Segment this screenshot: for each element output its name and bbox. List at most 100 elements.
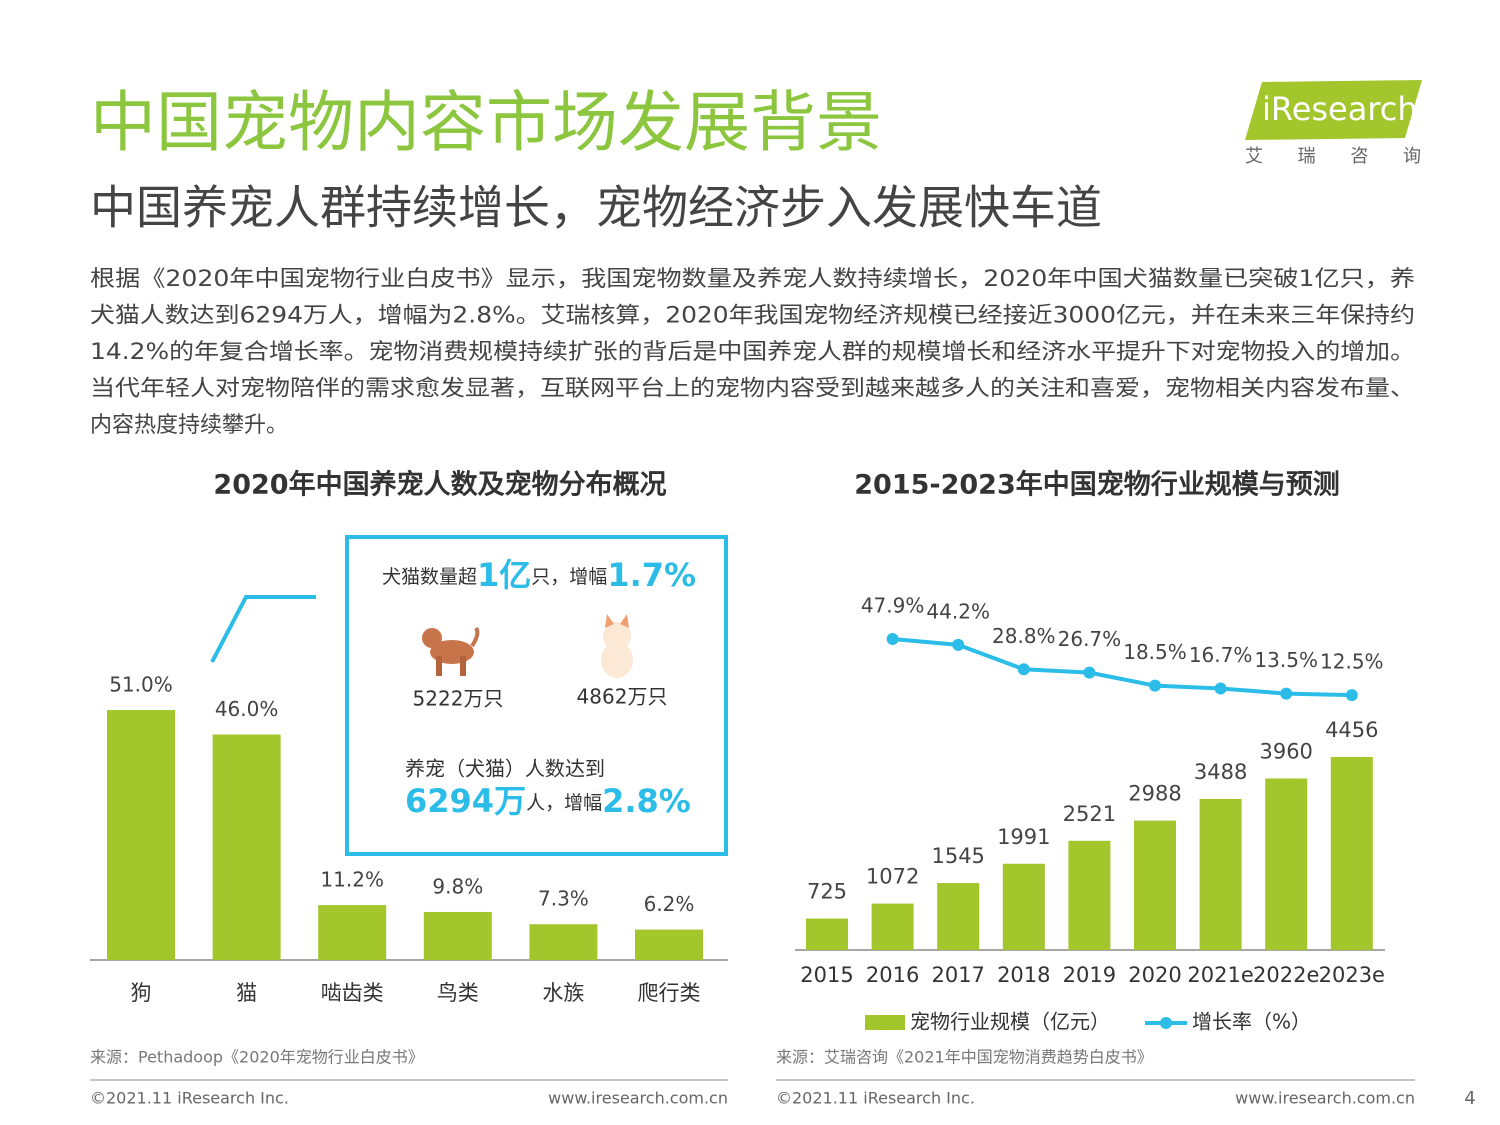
subtitle: 中国养宠人群持续增长，宠物经济步入发展快车道	[90, 181, 1102, 235]
point	[1017, 663, 1030, 676]
site: www.iresearch.com.cn	[1235, 1089, 1415, 1108]
copyright: ©2021.11 iResearch Inc.	[90, 1089, 289, 1108]
x-tick-label: 2021e	[1187, 963, 1253, 987]
x-tick-label: 2017	[931, 963, 984, 987]
paragraph: 根据《2020年中国宠物行业白皮书》显示，我国宠物数量及养宠人数持续增长，202…	[90, 267, 1415, 438]
source: 来源：Pethadoop《2020年宠物行业白皮书》	[90, 1048, 424, 1067]
highlight: 6294万	[405, 782, 526, 820]
bar	[423, 911, 492, 960]
x-tick-label: 水族	[542, 981, 584, 1005]
logo-sub: 艾 瑞 咨 询	[1245, 146, 1421, 167]
x-tick-label: 爬行类	[638, 981, 701, 1005]
bar	[107, 710, 175, 960]
copyright: ©2021.11 iResearch Inc.	[776, 1089, 975, 1108]
bar	[871, 903, 914, 950]
point	[1083, 666, 1096, 679]
site: www.iresearch.com.cn	[548, 1089, 728, 1108]
bar	[212, 734, 281, 960]
point	[1149, 679, 1161, 692]
value-label: 28.8%	[992, 624, 1056, 648]
value-label: 18.5%	[1123, 640, 1187, 664]
dog-count: 5222万只	[413, 687, 504, 711]
highlight: 1.7%	[607, 556, 696, 594]
value-label: 47.9%	[861, 594, 925, 618]
value-label: 6.2%	[644, 892, 695, 916]
point	[1214, 682, 1227, 695]
value-label: 2988	[1128, 782, 1181, 806]
x-tick-label: 2023e	[1319, 963, 1385, 987]
bar	[635, 929, 703, 960]
value-label: 9.8%	[432, 874, 483, 898]
value-label: 7.3%	[538, 887, 589, 911]
legend-label: 宠物行业规模（亿元）	[910, 1010, 1110, 1034]
value-label: 725	[807, 880, 847, 904]
value-label: 16.7%	[1189, 643, 1253, 667]
cat-icon	[601, 614, 633, 678]
legend-swatch	[865, 1015, 905, 1030]
paragraph-line: 犬猫人数达到6294万人，增幅为2.8%。艾瑞核算，2020年我国宠物经济规模已…	[90, 304, 1415, 329]
info-line: 养宠（犬猫）人数达到	[405, 757, 605, 781]
bar	[1265, 778, 1308, 950]
legend-swatch	[1160, 1017, 1172, 1029]
value-label: 1991	[997, 825, 1050, 849]
line	[892, 637, 1352, 698]
x-tick-label: 2016	[866, 963, 919, 987]
value-label: 2521	[1063, 802, 1116, 826]
info-box	[345, 535, 728, 856]
value-label: 51.0%	[109, 673, 173, 697]
point	[886, 633, 899, 645]
x-tick-label: 狗	[131, 981, 152, 1005]
bar	[1002, 863, 1045, 950]
source: 来源：艾瑞咨询《2021年中国宠物消费趋势白皮书》	[776, 1048, 1153, 1067]
cat-count: 4862万只	[577, 685, 668, 709]
highlight: 1亿	[477, 556, 531, 594]
info-line: 6294万人，增幅2.8%	[405, 782, 691, 820]
text: 只，增幅	[531, 566, 607, 588]
x-tick-label: 2022e	[1253, 963, 1319, 987]
highlight: 2.8%	[602, 782, 691, 820]
value-label: 44.2%	[926, 599, 990, 623]
bar	[1134, 820, 1176, 950]
value-label: 46.0%	[215, 697, 279, 721]
value-label: 1072	[866, 865, 919, 889]
logo: iResearch	[1262, 90, 1418, 128]
connector	[210, 595, 316, 663]
chart-title: 2015-2023年中国宠物行业规模与预测	[854, 469, 1340, 501]
x-tick-label: 2018	[997, 963, 1050, 987]
value-label: 12.5%	[1320, 650, 1384, 674]
paragraph-line: 14.2%的年复合增长率。宠物消费规模持续扩张的背后是中国养宠人群的规模增长和经…	[90, 340, 1415, 365]
value-label: 13.5%	[1254, 648, 1318, 672]
bar	[318, 905, 387, 960]
paragraph-line: 内容热度持续攀升。	[90, 413, 288, 438]
bar	[529, 924, 598, 960]
bar	[1068, 840, 1111, 950]
logo-bg	[1245, 80, 1422, 140]
legend-label: 增长率（%）	[1192, 1010, 1311, 1034]
text: 犬猫数量超	[382, 566, 477, 588]
x-tick-label: 猫	[236, 981, 257, 1005]
value-label: 3960	[1259, 739, 1312, 763]
value-label: 3488	[1194, 760, 1247, 784]
paragraph-line: 当代年轻人对宠物陪伴的需求愈发显著，互联网平台上的宠物内容受到越来越多人的关注和…	[90, 377, 1415, 402]
value-label: 1545	[931, 844, 984, 868]
paragraph-line: 根据《2020年中国宠物行业白皮书》显示，我国宠物数量及养宠人数持续增长，202…	[90, 267, 1415, 292]
value-label: 26.7%	[1058, 627, 1122, 651]
point	[1280, 687, 1293, 700]
bar	[806, 918, 848, 950]
point	[952, 638, 965, 651]
bar	[1330, 757, 1373, 950]
x-tick-label: 鸟类	[437, 981, 479, 1005]
chart-title: 2020年中国养宠人数及宠物分布概况	[213, 469, 666, 501]
point	[1345, 689, 1358, 702]
value-label: 11.2%	[320, 868, 384, 892]
bar	[937, 883, 980, 950]
x-tick-label: 2015	[800, 963, 853, 987]
page-number: 4	[1464, 1088, 1475, 1109]
dog-icon	[422, 626, 480, 676]
title: 中国宠物内容市场发展背景	[90, 84, 882, 161]
value-label: 4456	[1325, 718, 1378, 742]
info-line: 犬猫数量超1亿只，增幅1.7%	[382, 556, 696, 594]
x-tick-label: 2020	[1128, 963, 1181, 987]
x-tick-label: 2019	[1063, 963, 1116, 987]
